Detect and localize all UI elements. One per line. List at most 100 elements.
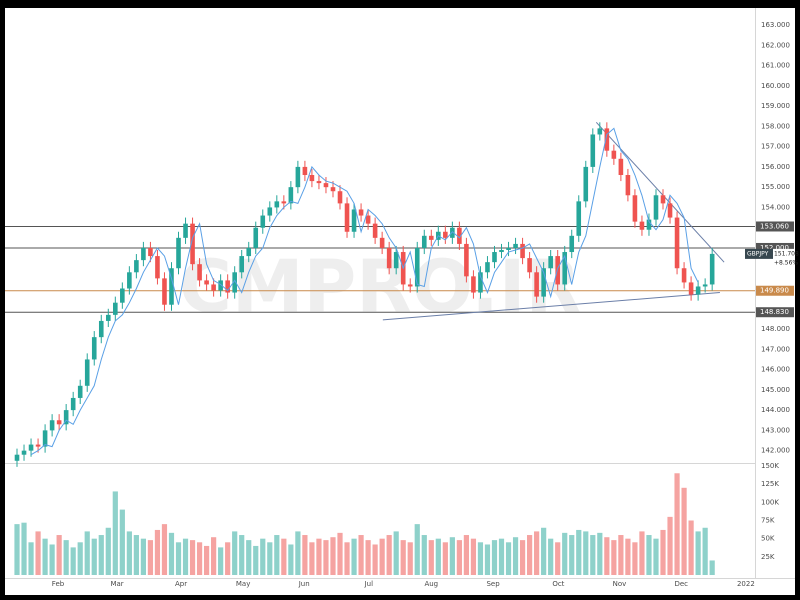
candle-body [49, 420, 55, 431]
last-price-label: 151.708 [774, 250, 799, 257]
candle-body [688, 282, 694, 295]
y-tick-label: 154.000 [761, 203, 790, 211]
volume-bar [611, 540, 617, 575]
volume-bar [302, 535, 308, 575]
volume-bar [555, 542, 561, 575]
candle-body [162, 278, 167, 305]
candle-body [393, 252, 399, 269]
x-tick-label: Aug [424, 580, 438, 588]
volume-tick-label: 125K [761, 480, 779, 488]
volume-bar [225, 542, 231, 575]
volume-bar [337, 532, 343, 575]
candle-body [709, 253, 715, 285]
candle-body [421, 235, 427, 248]
candle-body [176, 237, 181, 269]
volume-bar [709, 560, 715, 575]
volume-bar [91, 538, 97, 575]
volume-bar [632, 542, 638, 575]
candle-body [569, 235, 575, 253]
y-tick-label: 155.000 [761, 183, 790, 191]
candle-body [386, 247, 392, 269]
candle-body [450, 227, 455, 238]
candle-body [372, 223, 378, 238]
x-tick-label: Sep [486, 580, 500, 588]
candle-body [190, 223, 195, 265]
level-label-box [756, 221, 794, 232]
volume-bar [232, 531, 238, 575]
candle-body [204, 280, 209, 285]
volume-bar [604, 537, 610, 575]
volume-bar [512, 537, 519, 575]
candle-body [197, 264, 202, 281]
volume-bar [491, 540, 498, 575]
candle-body [428, 235, 434, 240]
candle-body [127, 272, 132, 289]
volume-bar [695, 531, 701, 575]
candle-body [702, 284, 708, 287]
volume-bar [646, 535, 652, 575]
candle-body [98, 320, 104, 338]
level-label-box [756, 242, 794, 253]
volume-bar [358, 535, 364, 575]
candle-body [443, 231, 448, 238]
level-label-box [756, 307, 794, 318]
volume-tick-label: 25K [761, 553, 775, 561]
volume-bar [161, 524, 168, 575]
candle-body [379, 237, 385, 248]
volume-bar [203, 545, 210, 575]
candle-body [77, 385, 83, 398]
candle-body [330, 187, 336, 192]
volume-bar [421, 535, 427, 575]
candle-body [576, 201, 582, 236]
volume-bar [84, 531, 90, 575]
y-tick-label: 148.000 [761, 325, 790, 333]
volume-bar [253, 545, 259, 575]
volume-bar [639, 531, 645, 575]
candle-body [56, 420, 62, 425]
candle-body [246, 247, 252, 257]
volume-bar [323, 540, 329, 575]
volume-bar [218, 547, 224, 575]
y-tick-label: 163.000 [761, 21, 790, 29]
volume-bar [288, 544, 294, 575]
volume-bar [56, 535, 62, 575]
candle-body [155, 256, 160, 279]
candle-body [281, 201, 287, 204]
candle-body [632, 195, 638, 222]
candle-body [28, 444, 34, 451]
volume-bar [175, 542, 182, 575]
candle-body [218, 280, 223, 291]
level-label: 153.060 [760, 222, 789, 230]
candle-body [597, 128, 603, 135]
x-tick-label: Apr [175, 580, 187, 588]
candle-body [232, 272, 237, 293]
volume-bar [688, 520, 694, 575]
candle-body [414, 247, 420, 287]
volume-bar [126, 531, 132, 575]
volume-bar [393, 531, 399, 575]
candle-body [302, 166, 308, 176]
volume-bar [477, 542, 484, 575]
chart-background [5, 8, 795, 595]
volume-bar [576, 529, 582, 575]
x-tick-label: Feb [52, 580, 65, 588]
x-tick-label: May [236, 580, 250, 588]
candle-body [492, 252, 497, 263]
volume-bar [519, 540, 526, 575]
candle-body [506, 247, 511, 250]
candle-body [457, 227, 462, 244]
candle-body [113, 302, 118, 315]
candle-body [358, 209, 364, 216]
volume-tick-label: 50K [761, 535, 775, 543]
candle-body [485, 262, 490, 273]
volume-bar [140, 538, 146, 575]
volume-bar [484, 544, 491, 575]
volume-bar [63, 540, 69, 575]
volume-bar [154, 529, 161, 575]
y-tick-label: 144.000 [761, 406, 790, 414]
candle-body [35, 444, 41, 447]
volume-bar [274, 535, 280, 575]
x-tick-label: Mar [110, 580, 123, 588]
volume-bar [260, 538, 266, 575]
